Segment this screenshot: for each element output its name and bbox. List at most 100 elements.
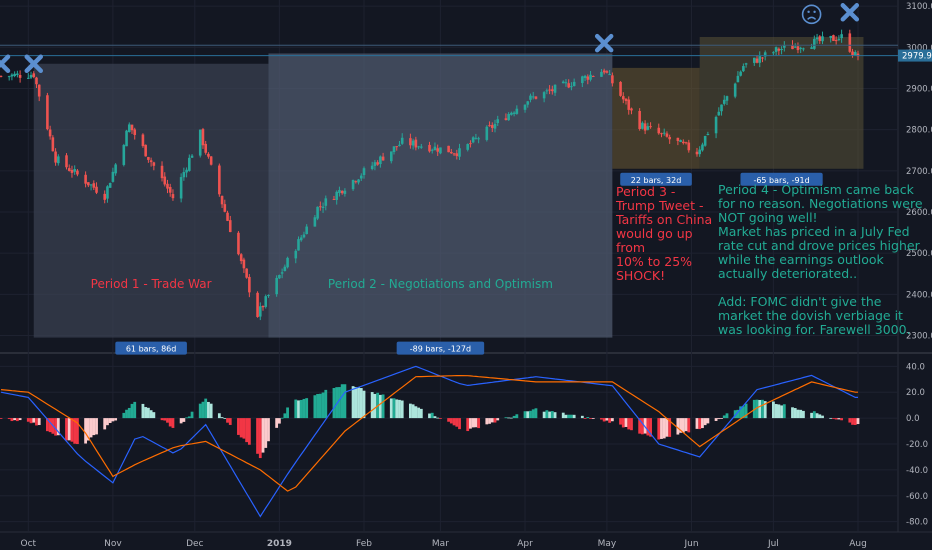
histogram-bar <box>144 407 148 419</box>
candle-body <box>706 134 710 136</box>
histogram-bar <box>338 387 341 419</box>
candle-body <box>267 294 270 296</box>
candle-body <box>114 164 117 174</box>
candle-body <box>512 112 516 114</box>
candle-body <box>160 165 164 179</box>
histogram-bar <box>264 418 268 448</box>
histogram-bar <box>95 418 98 435</box>
histogram-bar <box>239 418 243 438</box>
histogram-bar <box>550 411 554 419</box>
candle-body <box>335 191 339 200</box>
histogram-bar <box>160 418 164 421</box>
histogram-bar <box>305 398 309 419</box>
histogram-bar <box>624 418 628 427</box>
candle-body <box>736 75 740 83</box>
histogram-bar <box>515 414 519 419</box>
histogram-bar <box>398 399 401 419</box>
candle-body <box>373 162 377 166</box>
histogram-bar <box>523 411 527 419</box>
histogram-bar <box>810 412 814 419</box>
histogram-bar <box>722 415 726 419</box>
candle-body <box>338 190 341 193</box>
histogram-bar <box>152 412 156 419</box>
candle-body <box>657 127 661 134</box>
histogram-bar <box>458 418 461 430</box>
histogram-bar <box>695 418 699 429</box>
histogram-bar <box>739 406 743 419</box>
candle-body <box>87 182 90 186</box>
histogram-bar <box>111 418 115 422</box>
candle-body <box>739 71 742 76</box>
candle-body <box>147 157 150 160</box>
histogram-bar <box>646 418 650 436</box>
candlesticks <box>0 29 898 321</box>
candle-body <box>239 254 243 262</box>
histogram-bar <box>362 390 366 419</box>
candle-body <box>340 190 344 194</box>
histogram-bar <box>226 418 229 423</box>
histogram-bar <box>660 418 663 439</box>
macd-tick-label: -20.0 <box>906 440 928 450</box>
histogram-bar <box>531 409 535 419</box>
histogram-bar <box>627 418 631 430</box>
period-region <box>612 67 700 169</box>
candle-body <box>149 160 153 163</box>
histogram-bar <box>187 416 191 419</box>
measure-label: -89 bars, -127d <box>410 345 471 354</box>
candle-body <box>619 81 622 96</box>
macd-panel <box>0 365 860 518</box>
histogram-bar <box>247 418 251 445</box>
histogram-bar <box>7 418 11 420</box>
candle-body <box>166 183 169 189</box>
candle-body <box>65 155 68 168</box>
candle-body <box>18 75 22 78</box>
candle-body <box>332 198 336 200</box>
histogram-bar <box>283 413 287 419</box>
y-tick-label: 2300.0 <box>906 332 932 342</box>
candle-body <box>37 84 41 97</box>
macd-tick-label: 40.0 <box>906 362 925 372</box>
histogram-bar <box>35 418 38 426</box>
candle-body <box>125 130 128 147</box>
histogram-bar <box>679 418 682 433</box>
candle-body <box>127 124 131 133</box>
histogram-bar <box>761 399 764 419</box>
histogram-bar <box>815 413 819 419</box>
candle-body <box>29 74 33 78</box>
histogram-bar <box>400 400 404 419</box>
candle-body <box>564 82 568 84</box>
candle-body <box>851 51 854 56</box>
y-tick-label: 2600.0 <box>906 208 932 218</box>
candle-body <box>321 206 325 209</box>
histogram-bar <box>526 411 530 419</box>
candle-body <box>848 33 852 52</box>
face-mouth <box>807 16 817 20</box>
histogram-bar <box>602 418 606 422</box>
histogram-bar <box>318 393 322 419</box>
histogram-bar <box>793 408 797 419</box>
candle-body <box>515 108 519 114</box>
histogram-bar <box>665 418 669 437</box>
x-tick-label: Aug <box>849 539 867 549</box>
candle-body <box>621 96 625 100</box>
candle-body <box>796 46 800 51</box>
histogram-bar <box>829 417 833 419</box>
candle-body <box>687 142 691 151</box>
sad-face-icon <box>801 4 822 25</box>
candle-body <box>122 145 126 165</box>
period-region <box>268 53 613 338</box>
histogram-bar <box>256 418 259 454</box>
candle-body <box>76 170 79 175</box>
candle-body <box>815 37 819 40</box>
histogram-bar <box>411 404 415 419</box>
candle-body <box>111 171 115 182</box>
macd-tick-label: -40.0 <box>906 466 928 476</box>
histogram-bar <box>638 418 642 434</box>
histogram-bar <box>676 418 680 435</box>
histogram-bar <box>141 403 145 419</box>
histogram-bar <box>774 404 778 419</box>
period-label: Period 1 - Trade War <box>91 277 212 291</box>
histogram-bar <box>439 418 442 419</box>
candle-body <box>171 194 175 199</box>
